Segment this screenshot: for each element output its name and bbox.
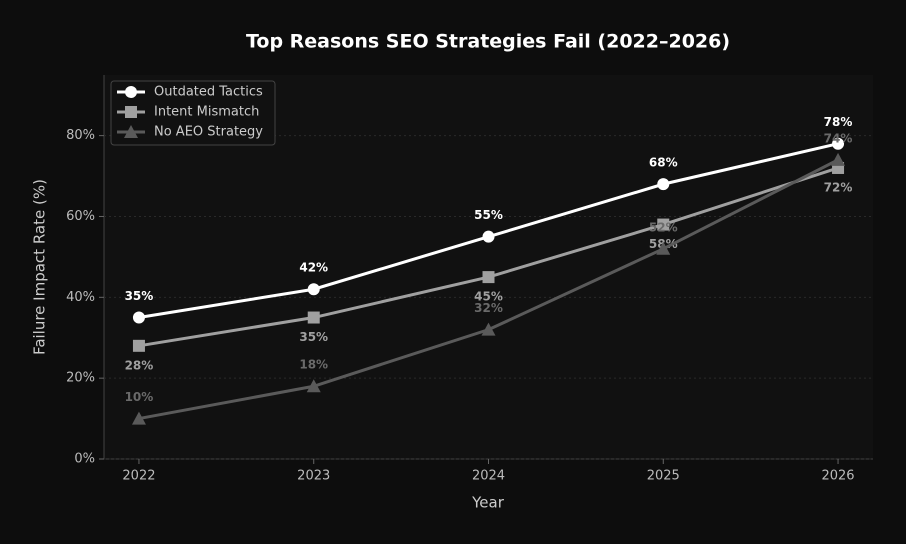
y-tick-label: 20% — [66, 371, 95, 386]
x-tick-label: 2024 — [472, 469, 505, 484]
value-label: 35% — [299, 330, 328, 344]
y-axis-label: Failure Impact Rate (%) — [31, 179, 49, 355]
legend: Outdated Tactics Intent Mismatch No AEO St… — [110, 80, 276, 146]
value-label: 18% — [299, 358, 328, 372]
value-label: 55% — [474, 208, 503, 222]
legend-marker — [124, 125, 138, 138]
legend-label: No AEO Strategy — [154, 125, 263, 140]
data-point — [482, 230, 495, 243]
legend-label: Outdated Tactics — [154, 85, 263, 100]
x-axis-label: Year — [471, 494, 505, 512]
data-point — [307, 283, 320, 296]
x-tick-label: 2023 — [297, 469, 330, 484]
x-tick-label: 2026 — [821, 469, 854, 484]
legend-marker — [125, 86, 137, 98]
value-label: 28% — [125, 358, 154, 372]
value-label: 42% — [299, 261, 328, 275]
data-point — [482, 271, 495, 284]
value-label: 35% — [125, 289, 154, 303]
y-tick-label: 60% — [66, 209, 95, 224]
data-point — [132, 339, 145, 352]
data-point — [132, 311, 145, 324]
data-point — [481, 322, 496, 336]
value-label: 45% — [474, 290, 503, 304]
x-tick-label: 2022 — [122, 469, 155, 484]
value-label: 10% — [125, 390, 154, 404]
y-tick-label: 80% — [66, 128, 95, 143]
x-tick-label: 2025 — [647, 469, 680, 484]
data-point — [657, 178, 670, 191]
data-point — [831, 152, 846, 166]
legend-box — [110, 80, 276, 146]
value-label: 72% — [824, 180, 853, 194]
data-point — [832, 137, 845, 150]
y-tick-label: 40% — [66, 290, 95, 305]
value-label: 78% — [824, 115, 853, 129]
chart-title: Top Reasons SEO Strategies Fail (2022–20… — [246, 31, 730, 53]
data-point — [131, 411, 146, 425]
data-point — [307, 311, 320, 324]
data-point — [306, 379, 321, 393]
data-point — [657, 218, 670, 231]
y-tick-label: 0% — [74, 452, 95, 467]
value-label: 74% — [824, 131, 853, 145]
value-label: 68% — [649, 156, 678, 170]
value-label: 32% — [474, 301, 503, 315]
data-point — [656, 241, 671, 255]
legend-marker — [125, 106, 137, 118]
legend-label: Intent Mismatch — [154, 105, 259, 120]
value-label: 52% — [649, 220, 678, 234]
